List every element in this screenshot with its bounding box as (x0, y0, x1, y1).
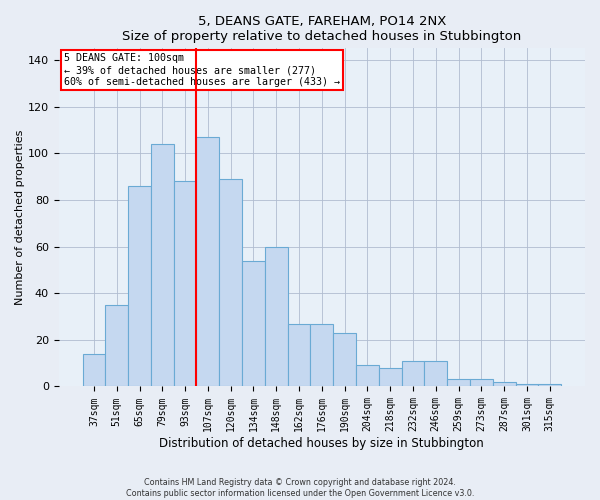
Bar (379, 368, 401, 386)
Bar (493, 382, 515, 386)
Bar (424, 361, 447, 386)
Bar (287, 324, 310, 386)
Bar (515, 384, 538, 386)
Bar (128, 186, 151, 386)
Bar (219, 179, 242, 386)
Bar (401, 361, 424, 386)
Bar (242, 260, 265, 386)
Bar (196, 137, 219, 386)
X-axis label: Distribution of detached houses by size in Stubbington: Distribution of detached houses by size … (160, 437, 484, 450)
Bar (83, 354, 106, 386)
Bar (447, 380, 470, 386)
Bar (173, 182, 196, 386)
Bar (151, 144, 173, 386)
Text: Contains HM Land Registry data © Crown copyright and database right 2024.
Contai: Contains HM Land Registry data © Crown c… (126, 478, 474, 498)
Bar (356, 366, 379, 386)
Bar (538, 384, 561, 386)
Bar (265, 246, 287, 386)
Text: 5 DEANS GATE: 100sqm
← 39% of detached houses are smaller (277)
60% of semi-deta: 5 DEANS GATE: 100sqm ← 39% of detached h… (64, 54, 340, 86)
Bar (333, 333, 356, 386)
Y-axis label: Number of detached properties: Number of detached properties (15, 130, 25, 305)
Bar (106, 305, 128, 386)
Bar (470, 380, 493, 386)
Bar (310, 324, 333, 386)
Title: 5, DEANS GATE, FAREHAM, PO14 2NX
Size of property relative to detached houses in: 5, DEANS GATE, FAREHAM, PO14 2NX Size of… (122, 15, 521, 43)
